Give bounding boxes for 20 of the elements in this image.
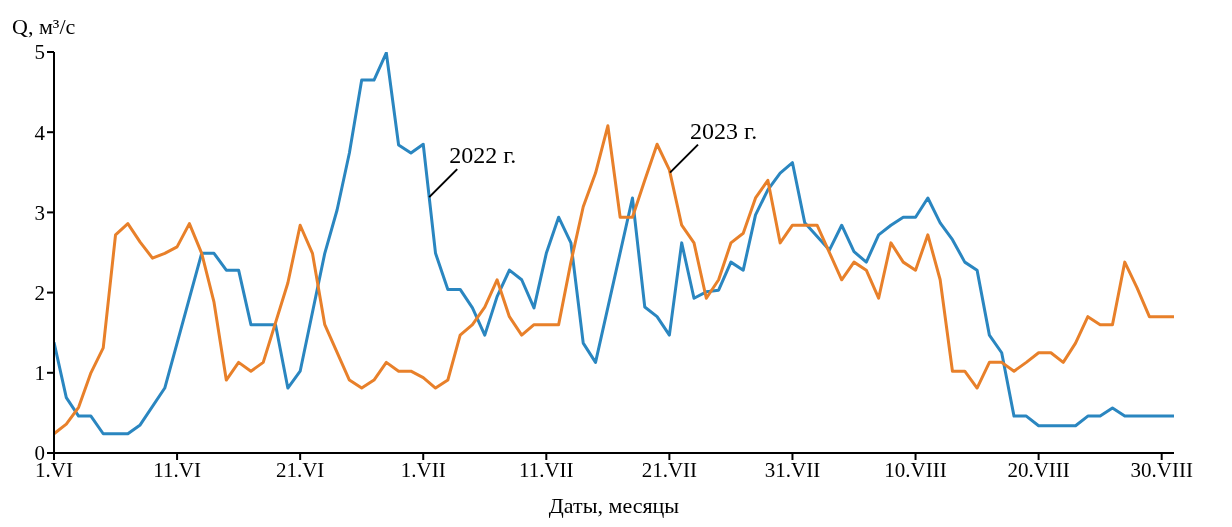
x-tick-label: 11.VII — [519, 457, 574, 482]
x-tick-label: 11.VI — [153, 457, 201, 482]
y-tick-label: 5 — [34, 40, 45, 65]
y-axis-title: Q, м³/с — [12, 14, 76, 39]
line-series — [54, 124, 1174, 436]
line-series — [54, 52, 1174, 436]
series-label: 2022 г. — [449, 142, 517, 169]
x-tick-label: 20.VIII — [1007, 457, 1070, 482]
x-tick-label: 21.VII — [641, 457, 698, 482]
y-tick-label: 4 — [34, 120, 46, 145]
x-tick-label: 21.VI — [275, 457, 325, 482]
x-axis-title: Даты, месяцы — [548, 493, 680, 518]
series-label: 2023 г. — [690, 117, 758, 144]
y-tick-label: 3 — [34, 200, 45, 225]
x-tick-label: 31.VII — [764, 457, 821, 482]
x-tick-label: 1.VII — [400, 457, 446, 482]
y-tick-label: 2 — [34, 281, 45, 306]
y-tick-label: 1 — [34, 361, 45, 386]
x-tick-label: 10.VIII — [884, 457, 947, 482]
x-tick-label: 30.VIII — [1130, 457, 1193, 482]
